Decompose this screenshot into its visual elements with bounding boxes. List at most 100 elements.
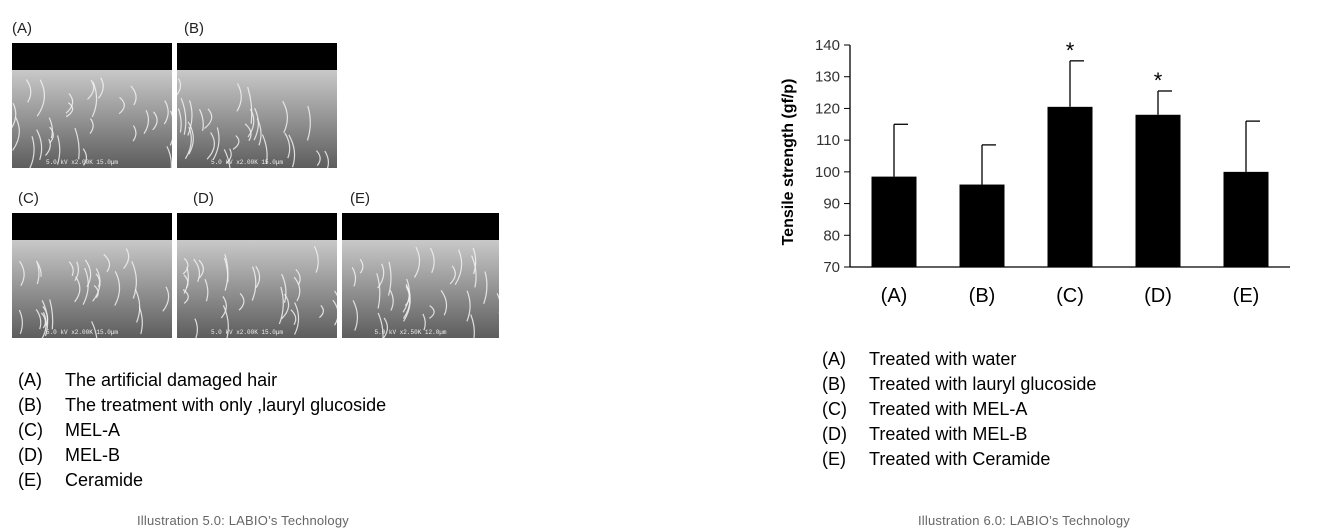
cuticle-edge — [282, 100, 288, 133]
cuticle-edge — [413, 246, 421, 278]
cuticle-edge — [56, 135, 61, 165]
cuticle-edge — [162, 286, 170, 312]
cuticle-edge — [222, 305, 229, 338]
bar — [871, 176, 917, 267]
cuticle-edge — [255, 265, 261, 289]
cuticle-edge — [377, 312, 384, 338]
image-label-c: (C) — [18, 190, 39, 207]
cuticle-edge — [470, 314, 475, 338]
sem-scale-text: 5.0 kV x2.00K 15.0µm — [46, 329, 118, 336]
legend-item: (D) MEL-B — [18, 443, 386, 468]
cuticle-edge — [130, 85, 137, 106]
cuticle-edge — [318, 304, 324, 319]
cuticle-edge — [131, 261, 137, 299]
legend-text: Treated with lauryl glucoside — [869, 374, 1097, 394]
legend-tag: (D) — [822, 424, 847, 444]
legend-item: (B) The treatment with only ,lauryl gluco… — [18, 393, 386, 418]
cuticle-edge — [65, 102, 74, 118]
y-tick-label: 100 — [815, 164, 840, 181]
cuticle-edge — [65, 93, 74, 114]
bars — [871, 106, 1269, 268]
significance-markers: ** — [1066, 38, 1163, 93]
cuticle-edge — [220, 296, 227, 319]
significance-star: * — [1066, 38, 1075, 63]
cuticle-edge — [198, 259, 204, 279]
background-band — [12, 213, 172, 240]
cuticle-edge — [48, 117, 53, 139]
cuticle-edge — [82, 267, 89, 305]
legend-tag: (A) — [822, 349, 846, 369]
cuticle-edge — [281, 293, 290, 320]
cuticle-edge — [313, 245, 319, 273]
cuticle-edge — [19, 260, 25, 287]
y-tick-label: 140 — [815, 37, 840, 54]
cuticle-edge — [238, 292, 245, 311]
image-label-d: (D) — [193, 190, 214, 207]
cuticle-edge — [440, 290, 448, 316]
cuticle-edge — [293, 276, 301, 302]
cuticle-edge — [29, 136, 35, 168]
cuticle-edge — [449, 265, 456, 285]
cuticle-edge — [471, 255, 477, 288]
cuticle-edge — [251, 266, 257, 301]
cuticle-edge — [351, 266, 357, 287]
legend-item: (C) MEL-A — [18, 418, 386, 443]
legend-item: (E) Treated with Ceramide — [822, 447, 1096, 472]
x-tick-label: (A) — [881, 285, 908, 307]
cuticle-edge — [169, 110, 172, 146]
cuticle-edge — [223, 149, 231, 168]
legend-item: (D) Treated with MEL-B — [822, 422, 1096, 447]
cuticle-edge — [247, 86, 253, 124]
cuticle-edge — [206, 132, 215, 160]
cuticle-edge — [36, 79, 45, 117]
bar — [1223, 171, 1269, 267]
image-label-e: (E) — [350, 190, 370, 207]
cuticle-edge — [194, 318, 198, 338]
cuticle-edge — [45, 138, 51, 156]
cuticle-edge — [284, 132, 291, 159]
cuticle-edge — [177, 78, 182, 96]
cuticle-edge — [422, 313, 426, 331]
bar — [959, 184, 1005, 267]
cuticle-edge — [278, 286, 284, 325]
image-label-b: (B) — [184, 20, 204, 37]
cuticle-edge — [36, 262, 42, 277]
x-tick-label: (B) — [969, 285, 996, 307]
cuticle-edge — [182, 289, 189, 304]
cuticle-edge — [359, 258, 364, 274]
cuticle-edge — [429, 247, 435, 273]
sem-scale-text: 5.0 kV x2.50K 12.0µm — [374, 329, 446, 336]
y-axis-label: Tensile strength (gf/p) — [780, 79, 797, 246]
right-caption: Illustration 6.0: LABIO’s Technology — [918, 513, 1130, 528]
cuticle-edge — [89, 118, 94, 134]
cuticle-edge — [193, 258, 201, 283]
cuticle-edge — [87, 79, 95, 100]
sem-image-d: 5.0 kV x2.00K 15.0µm — [177, 213, 337, 338]
bar — [1135, 114, 1181, 268]
cuticle-edge — [376, 273, 381, 309]
cuticle-edge — [352, 300, 358, 331]
cuticle-edge — [143, 110, 150, 135]
legend-text: MEL-B — [65, 445, 121, 465]
cuticle-edge — [74, 127, 80, 160]
cuticle-edge — [204, 108, 213, 129]
legend-text: MEL-A — [65, 420, 121, 440]
sem-scale-text: 5.0 kV x2.00K 15.0µm — [211, 159, 283, 166]
cuticle-edge — [118, 96, 125, 115]
cuticle-edge — [114, 271, 121, 306]
cuticle-edge — [49, 299, 54, 330]
cuticle-edge — [123, 248, 130, 269]
legend-tag: (B) — [822, 374, 846, 394]
cuticle-edge — [454, 249, 463, 286]
legend-item: (B) Treated with lauryl glucoside — [822, 372, 1096, 397]
cuticle-edge — [12, 116, 20, 151]
y-tick-label: 70 — [823, 259, 840, 276]
y-tick-label: 80 — [823, 227, 840, 244]
cuticle-edge — [212, 127, 220, 160]
left-caption: Illustration 5.0: LABIO’s Technology — [137, 513, 349, 528]
error-bars — [893, 60, 1260, 185]
legend-text: Treated with MEL-B — [869, 424, 1028, 444]
significance-star: * — [1154, 68, 1163, 93]
cuticle-edge — [187, 100, 193, 136]
cuticle-edge — [49, 126, 54, 144]
